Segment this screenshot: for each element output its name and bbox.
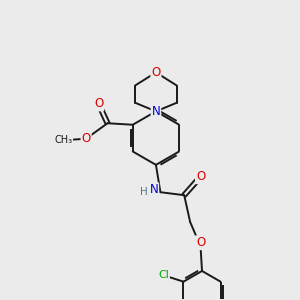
Text: O: O xyxy=(151,66,160,79)
Text: CH₃: CH₃ xyxy=(54,135,72,145)
Text: N: N xyxy=(152,105,160,118)
Text: O: O xyxy=(196,170,205,183)
Text: O: O xyxy=(94,98,103,110)
Text: N: N xyxy=(149,183,158,196)
Text: Cl: Cl xyxy=(158,270,169,280)
Text: O: O xyxy=(196,236,205,249)
Text: O: O xyxy=(82,132,91,145)
Text: H: H xyxy=(140,187,148,197)
